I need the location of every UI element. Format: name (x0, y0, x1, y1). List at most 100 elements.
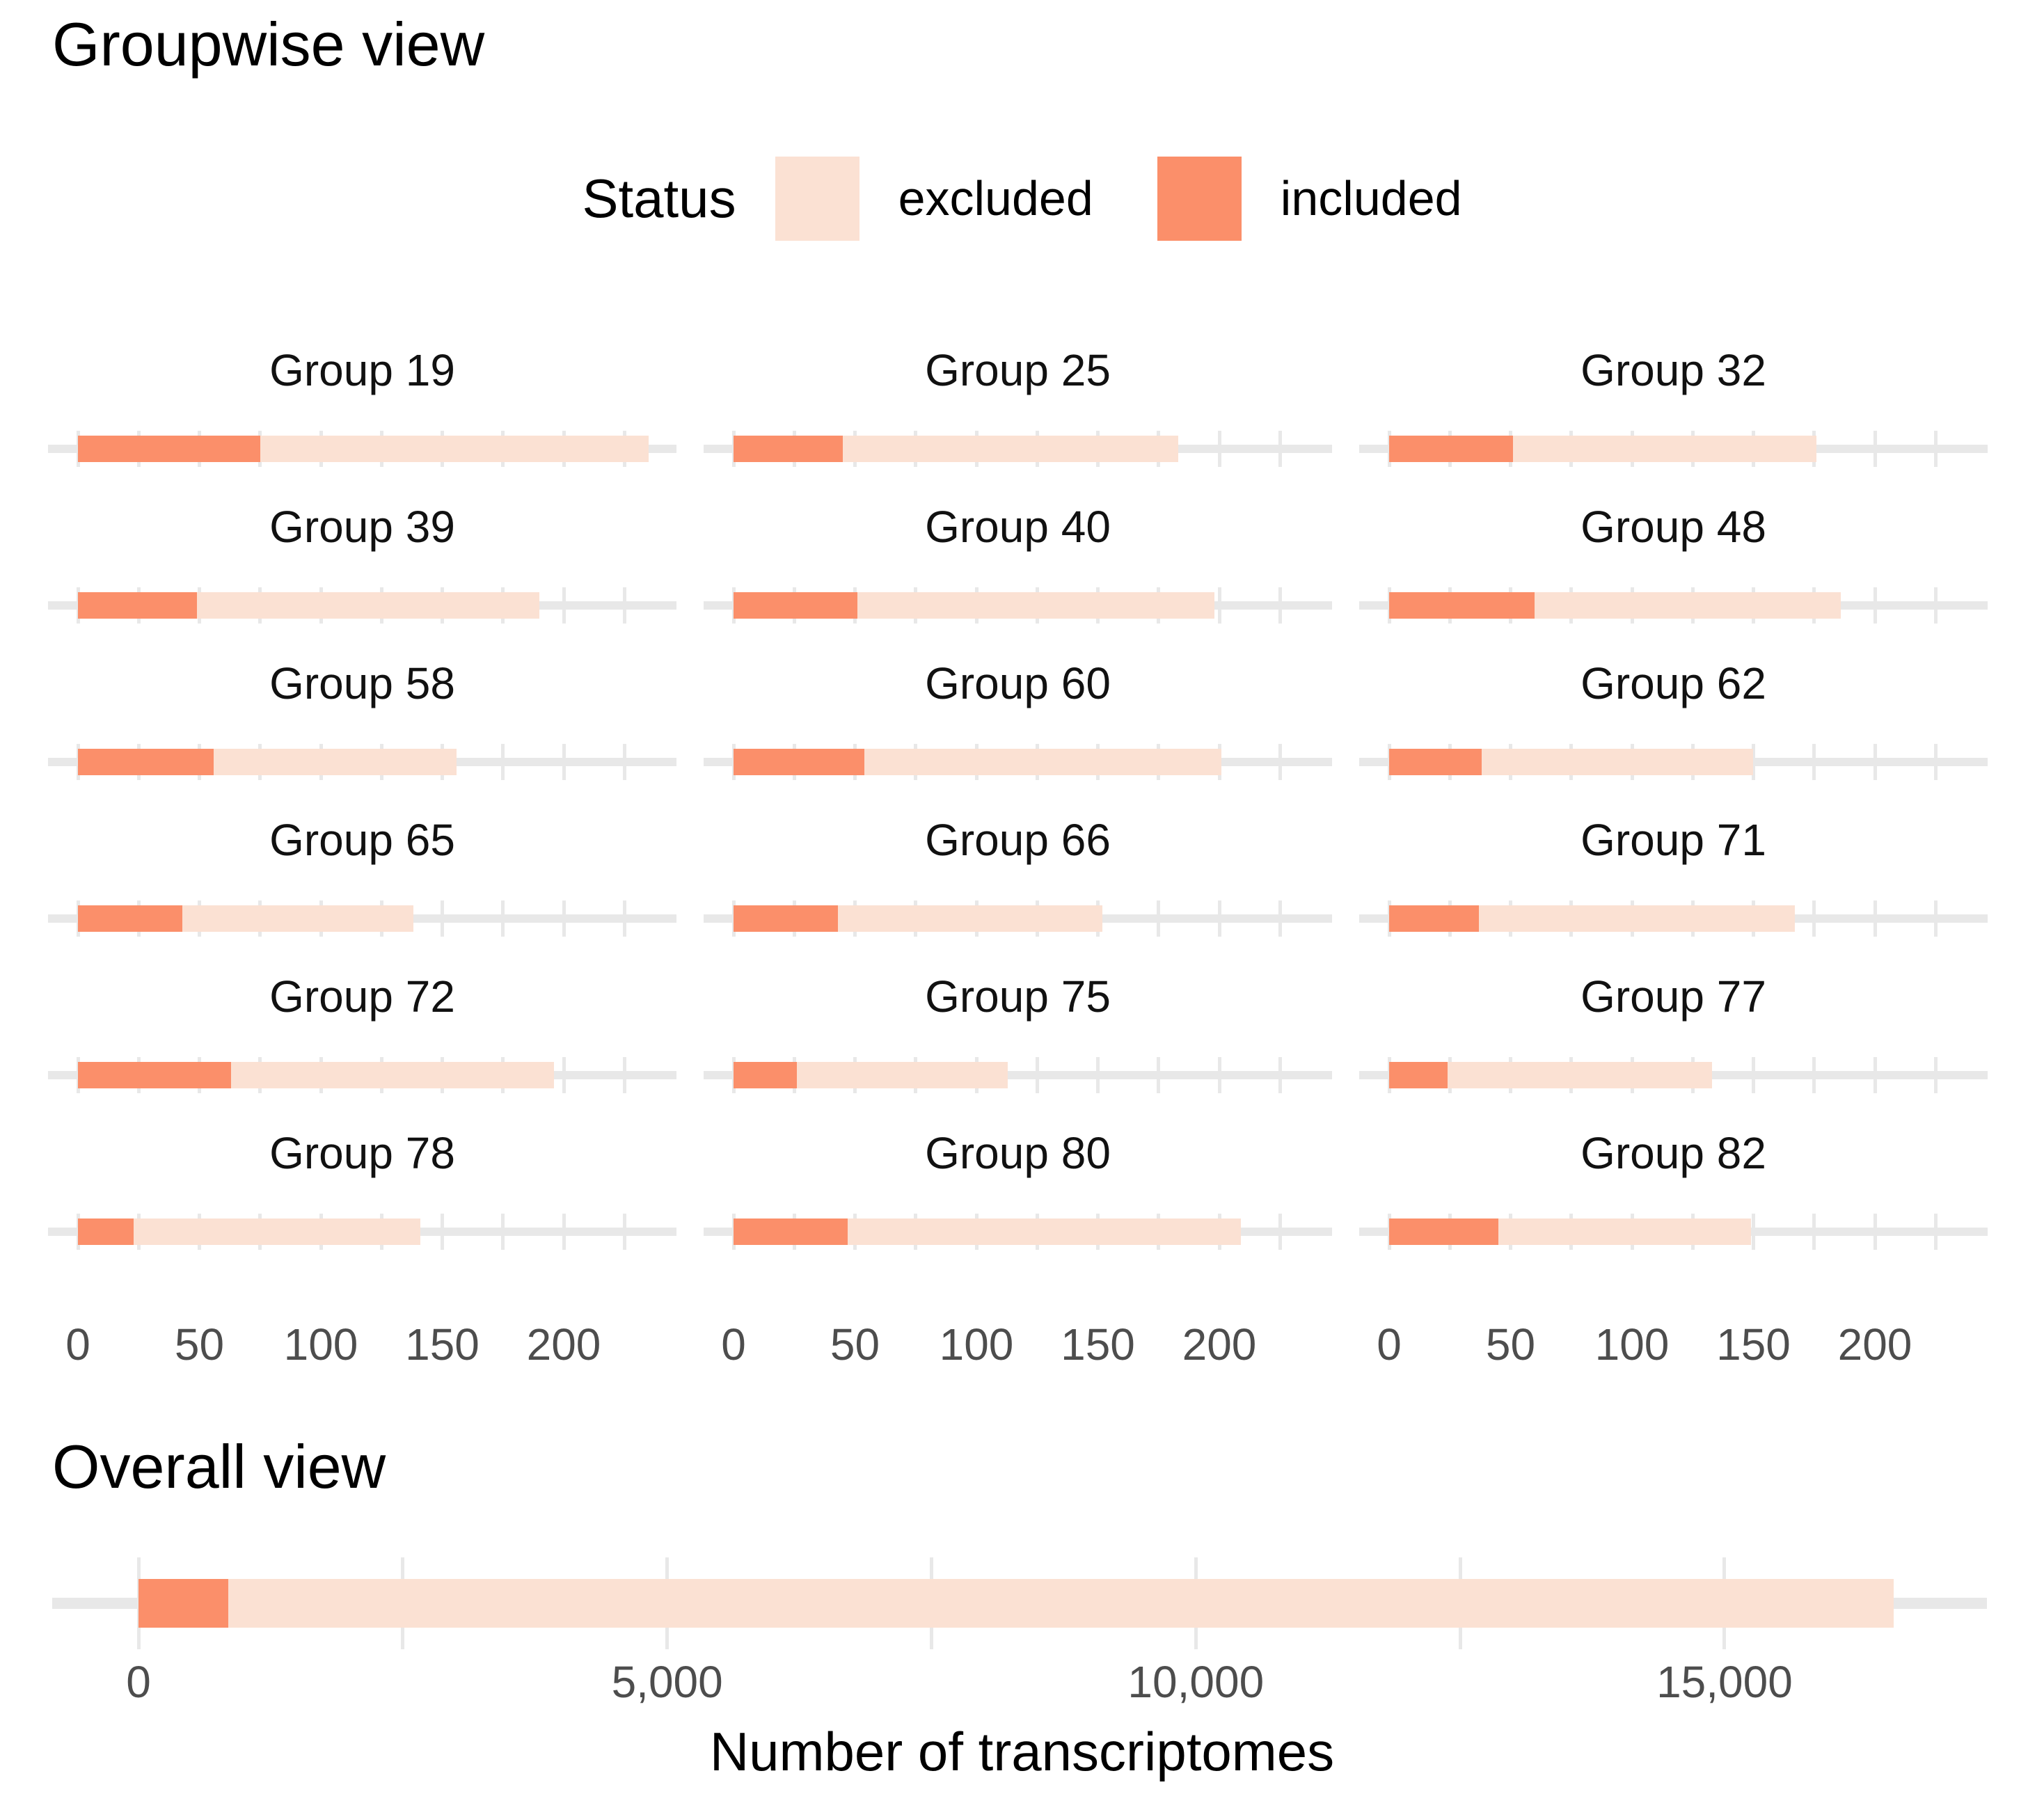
group-panel-plot (704, 587, 1332, 624)
group-panel-plot (1359, 1214, 1988, 1250)
group-panel-plot (1359, 1057, 1988, 1093)
bar-segment-included (1389, 592, 1535, 619)
group-panel-title: Group 78 (269, 1128, 455, 1178)
overall-x-axis: 0 5,000 10,000 15,000 (52, 1656, 1987, 1707)
bar-segment-included (138, 1579, 229, 1628)
group-panel-title: Group 58 (269, 658, 455, 708)
group-panel-title: Group 25 (925, 345, 1111, 395)
x-tick-label: 150 (405, 1319, 480, 1370)
group-panel-plot (1359, 587, 1988, 624)
bar-segment-excluded (1481, 749, 1754, 775)
status-legend: Status excluded included (0, 154, 2044, 242)
group-panel: Group 62 (1359, 652, 1988, 809)
group-panel: Group 82 (1359, 1122, 1988, 1278)
group-panel-title: Group 48 (1580, 502, 1766, 552)
group-panel-plot (48, 744, 676, 780)
bar-segment-included (734, 1218, 848, 1245)
bar-segment-included (734, 749, 865, 775)
bar-segment-included (78, 436, 260, 462)
group-x-axis: 0 50 100 150 200 (48, 1319, 676, 1370)
bar-segment-included (78, 905, 183, 932)
bar-segment-included (78, 1062, 231, 1088)
group-panel: Group 78 (48, 1122, 676, 1278)
bar-segment-excluded (796, 1062, 1008, 1088)
group-x-axis: 0 50 100 150 200 (1359, 1319, 1988, 1370)
bar-segment-included (1389, 1062, 1448, 1088)
x-tick-label: 0 (1377, 1319, 1402, 1370)
bar-segment-excluded (230, 1062, 555, 1088)
group-panel: Group 48 (1359, 495, 1988, 652)
group-panel: Group 71 (1359, 809, 1988, 965)
group-panel-plot (1359, 431, 1988, 467)
x-tick-label: 100 (939, 1319, 1014, 1370)
group-panel: Group 77 (1359, 965, 1988, 1122)
overall-bar-panel (52, 1557, 1987, 1649)
x-tick-label: 0 (721, 1319, 746, 1370)
group-panel: Group 32 (1359, 339, 1988, 495)
bar-segment-included (734, 905, 839, 932)
group-panel-plot (704, 1214, 1332, 1250)
legend-label-included: included (1280, 171, 1462, 225)
bar-segment-excluded (1447, 1062, 1713, 1088)
group-panel: Group 60 (704, 652, 1332, 809)
bar-segment-excluded (1479, 905, 1795, 932)
bar-segment-excluded (260, 436, 649, 462)
x-tick-label: 0 (65, 1319, 90, 1370)
group-panel-plot (704, 900, 1332, 937)
groupwise-facet-grid: Group 19 Group 25 Group 32 Group 39 Group 40… (48, 339, 1997, 1370)
group-panel-title: Group 62 (1580, 658, 1766, 708)
group-panel-title: Group 80 (925, 1128, 1111, 1178)
legend-swatch-included (1157, 156, 1242, 241)
bar-segment-included (78, 749, 214, 775)
group-panel-plot (704, 744, 1332, 780)
group-panel-plot (48, 1214, 676, 1250)
group-panel: Group 58 (48, 652, 676, 809)
group-panel-title: Group 75 (925, 971, 1111, 1022)
x-tick-label: 200 (1182, 1319, 1257, 1370)
group-panel-plot (48, 431, 676, 467)
group-panel: Group 39 (48, 495, 676, 652)
x-tick-label: 150 (1716, 1319, 1791, 1370)
x-tick-label: 150 (1061, 1319, 1135, 1370)
group-panel-title: Group 19 (269, 345, 455, 395)
bar-segment-included (1389, 436, 1513, 462)
bar-segment-included (734, 592, 857, 619)
group-panel-title: Group 66 (925, 815, 1111, 865)
group-x-axis: 0 50 100 150 200 (704, 1319, 1332, 1370)
x-tick-label: 100 (1594, 1319, 1670, 1370)
group-panel-plot (48, 587, 676, 624)
group-panel-title: Group 40 (925, 502, 1111, 552)
group-panel-title: Group 65 (269, 815, 455, 865)
x-tick-label: 50 (1485, 1319, 1536, 1370)
group-panel: Group 25 (704, 339, 1332, 495)
bar-segment-excluded (857, 592, 1214, 619)
bar-segment-included (734, 436, 843, 462)
overall-view-title: Overall view (52, 1432, 386, 1501)
bar-segment-excluded (1535, 592, 1841, 619)
bar-segment-included (1389, 749, 1482, 775)
bar-segment-included (1389, 1218, 1499, 1245)
bar-segment-excluded (228, 1579, 1894, 1628)
x-tick-label: 200 (1837, 1319, 1912, 1370)
group-panel: Group 40 (704, 495, 1332, 652)
groupwise-view-title: Groupwise view (52, 10, 485, 79)
group-panel-plot (48, 900, 676, 937)
x-tick-label: 100 (283, 1319, 358, 1370)
x-tick-label: 5,000 (611, 1657, 723, 1707)
bar-segment-included (78, 1218, 134, 1245)
legend-label-excluded: excluded (898, 171, 1093, 225)
bar-segment-included (78, 592, 197, 619)
bar-segment-excluded (848, 1218, 1242, 1245)
group-panel-plot (48, 1057, 676, 1093)
group-panel-title: Group 39 (269, 502, 455, 552)
legend-swatch-excluded (775, 156, 859, 241)
bar-segment-excluded (134, 1218, 421, 1245)
group-panel: Group 65 (48, 809, 676, 965)
bar-segment-excluded (864, 749, 1222, 775)
bar-segment-excluded (1498, 1218, 1751, 1245)
group-panel-plot (1359, 744, 1988, 780)
group-panel-plot (1359, 900, 1988, 937)
x-tick-label: 200 (526, 1319, 601, 1370)
x-tick-label: 10,000 (1127, 1657, 1265, 1707)
x-axis-label: Number of transcriptomes (709, 1721, 1335, 1782)
